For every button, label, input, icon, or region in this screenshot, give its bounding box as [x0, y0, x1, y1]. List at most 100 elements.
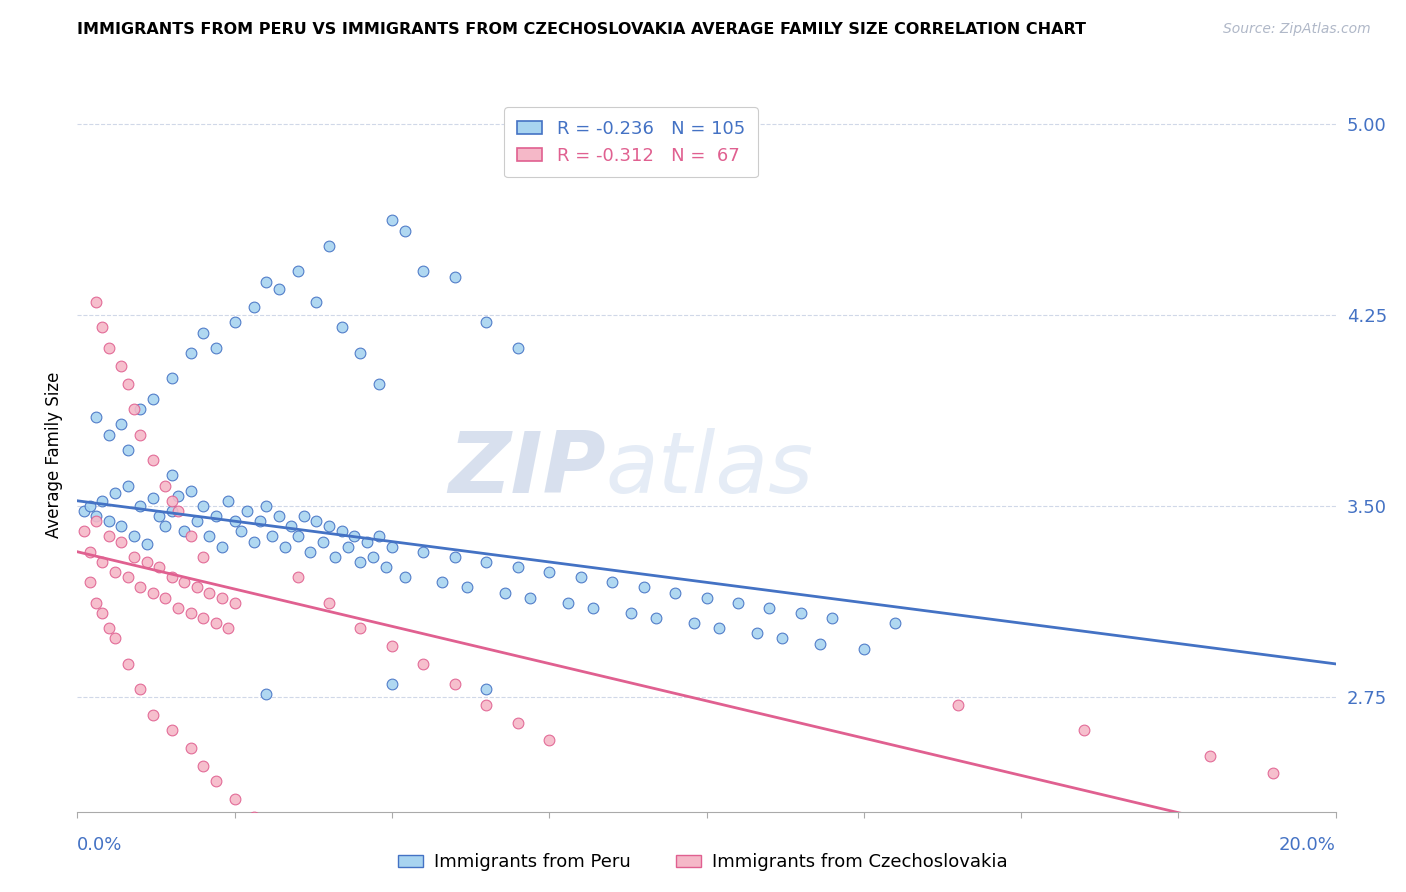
Point — [821, 611, 844, 625]
Point — [142, 585, 165, 599]
Point — [97, 514, 120, 528]
Point — [211, 591, 233, 605]
Point — [97, 427, 120, 442]
Point — [97, 529, 120, 543]
Point — [229, 524, 252, 539]
Point — [97, 341, 120, 355]
Point — [292, 509, 315, 524]
Point — [330, 524, 353, 539]
Point — [148, 509, 170, 524]
Point — [381, 540, 404, 554]
Point — [142, 491, 165, 506]
Point — [254, 499, 277, 513]
Point — [494, 585, 516, 599]
Point — [122, 529, 145, 543]
Point — [84, 409, 107, 424]
Point — [683, 616, 706, 631]
Point — [160, 723, 183, 738]
Point — [274, 540, 297, 554]
Point — [600, 575, 623, 590]
Point — [770, 632, 793, 646]
Point — [167, 600, 190, 615]
Point — [186, 581, 208, 595]
Point — [287, 529, 309, 543]
Point — [129, 682, 152, 697]
Point — [262, 529, 284, 543]
Y-axis label: Average Family Size: Average Family Size — [45, 372, 63, 538]
Point — [707, 621, 730, 635]
Point — [160, 468, 183, 483]
Point — [790, 606, 813, 620]
Point — [249, 514, 271, 528]
Point — [160, 371, 183, 385]
Point — [280, 519, 302, 533]
Point — [394, 224, 416, 238]
Point — [186, 514, 208, 528]
Point — [211, 540, 233, 554]
Point — [381, 677, 404, 691]
Point — [155, 591, 177, 605]
Point — [475, 555, 498, 569]
Point — [305, 295, 328, 310]
Point — [475, 315, 498, 329]
Point — [191, 759, 215, 773]
Point — [1261, 766, 1284, 780]
Point — [117, 376, 139, 391]
Point — [142, 392, 165, 406]
Point — [506, 715, 529, 730]
Point — [142, 707, 165, 722]
Point — [180, 529, 202, 543]
Point — [349, 346, 371, 360]
Point — [374, 560, 396, 574]
Point — [356, 534, 378, 549]
Point — [506, 560, 529, 574]
Point — [110, 534, 132, 549]
Point — [79, 499, 101, 513]
Point — [84, 509, 107, 524]
Point — [287, 570, 309, 584]
Point — [444, 677, 467, 691]
Point — [148, 560, 170, 574]
Point — [180, 606, 202, 620]
Point — [204, 509, 226, 524]
Point — [91, 493, 114, 508]
Text: Source: ZipAtlas.com: Source: ZipAtlas.com — [1223, 22, 1371, 37]
Point — [884, 616, 907, 631]
Point — [664, 585, 686, 599]
Point — [129, 499, 152, 513]
Point — [312, 534, 335, 549]
Point — [84, 596, 107, 610]
Point — [412, 657, 434, 671]
Point — [267, 282, 290, 296]
Point — [117, 478, 139, 492]
Point — [142, 453, 165, 467]
Point — [198, 585, 221, 599]
Point — [620, 606, 643, 620]
Point — [1073, 723, 1095, 738]
Point — [91, 320, 114, 334]
Point — [84, 514, 107, 528]
Point — [204, 341, 226, 355]
Point — [696, 591, 718, 605]
Legend: Immigrants from Peru, Immigrants from Czechoslovakia: Immigrants from Peru, Immigrants from Cz… — [391, 847, 1015, 879]
Point — [432, 575, 454, 590]
Point — [224, 596, 246, 610]
Legend: R = -0.236   N = 105, R = -0.312   N =  67: R = -0.236 N = 105, R = -0.312 N = 67 — [505, 107, 758, 178]
Point — [1198, 748, 1220, 763]
Point — [217, 621, 239, 635]
Point — [160, 493, 183, 508]
Text: atlas: atlas — [606, 427, 814, 511]
Text: IMMIGRANTS FROM PERU VS IMMIGRANTS FROM CZECHOSLOVAKIA AVERAGE FAMILY SIZE CORRE: IMMIGRANTS FROM PERU VS IMMIGRANTS FROM … — [77, 22, 1087, 37]
Point — [160, 570, 183, 584]
Point — [110, 359, 132, 373]
Point — [361, 549, 384, 564]
Point — [155, 519, 177, 533]
Point — [117, 442, 139, 457]
Point — [538, 565, 561, 579]
Point — [135, 555, 157, 569]
Point — [155, 478, 177, 492]
Point — [645, 611, 668, 625]
Point — [104, 632, 127, 646]
Point — [444, 549, 467, 564]
Point — [217, 493, 239, 508]
